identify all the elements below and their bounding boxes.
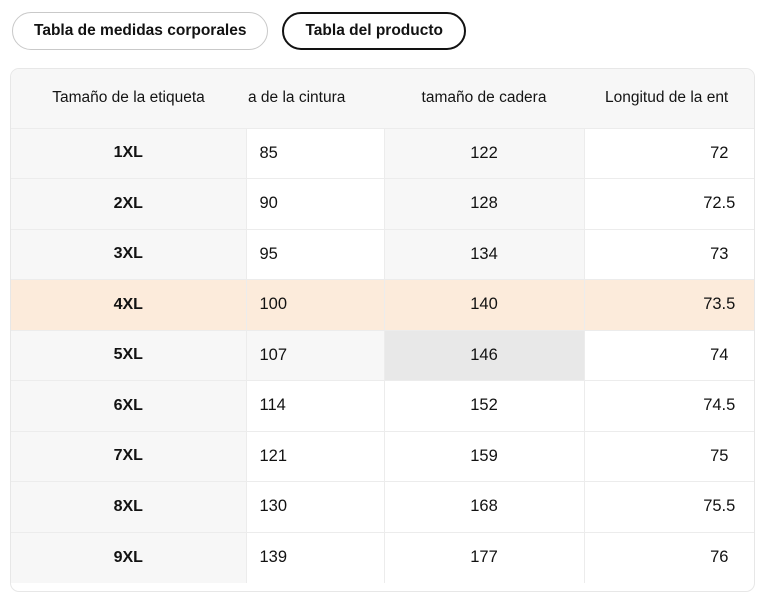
hip-cell: 168 — [384, 481, 585, 533]
size-label-cell: 7XL — [11, 431, 247, 482]
waist-cell: 114 — [246, 380, 385, 432]
header-hip-size: tamaño de cadera — [384, 69, 584, 129]
waist-cell: 85 — [246, 128, 385, 179]
hip-cell-matched: 146 — [384, 330, 585, 381]
hip-cell: 152 — [384, 380, 585, 432]
header-inseam-length: Longitud de la ent — [584, 69, 754, 129]
hip-cell: 122 — [384, 128, 585, 179]
waist-cell: 107 — [246, 330, 385, 381]
header-waist-size: a de la cintura — [246, 69, 384, 129]
inseam-cell: 72.5 — [584, 178, 754, 230]
size-label-cell: 5XL — [11, 330, 247, 381]
inseam-cell: 76 — [584, 532, 754, 583]
inseam-cell: 72 — [584, 128, 754, 179]
waist-cell: 100 — [246, 279, 385, 331]
table-row: 6XL 114 152 74.5 — [11, 380, 754, 432]
table-row: 7XL 121 159 75 — [11, 431, 754, 482]
table-row: 9XL 139 177 76 — [11, 532, 754, 583]
inseam-cell: 75 — [584, 431, 754, 482]
size-chart-tabs: Tabla de medidas corporales Tabla del pr… — [0, 0, 774, 50]
size-label-cell: 6XL — [11, 380, 247, 432]
size-table-card[interactable]: Tamaño de la etiqueta a de la cintura ta… — [10, 68, 755, 592]
inseam-cell: 74 — [584, 330, 754, 381]
table-row: 2XL 90 128 72.5 — [11, 178, 754, 230]
size-label-cell: 1XL — [11, 128, 247, 179]
waist-cell: 130 — [246, 481, 385, 533]
hip-cell: 128 — [384, 178, 585, 230]
size-label-cell: 8XL — [11, 481, 247, 533]
size-label-cell: 3XL — [11, 229, 247, 280]
tab-product-table[interactable]: Tabla del producto — [282, 12, 466, 50]
inseam-cell: 73 — [584, 229, 754, 280]
waist-cell: 90 — [246, 178, 385, 230]
inseam-cell: 73.5 — [584, 279, 754, 331]
inseam-cell: 75.5 — [584, 481, 754, 533]
table-row: 3XL 95 134 73 — [11, 229, 754, 280]
size-label-cell: 9XL — [11, 532, 247, 583]
inseam-cell: 74.5 — [584, 380, 754, 432]
table-row-recommended: 4XL 100 140 73.5 — [11, 279, 754, 331]
waist-cell: 139 — [246, 532, 385, 583]
product-size-table: Tamaño de la etiqueta a de la cintura ta… — [11, 69, 754, 583]
header-label-size: Tamaño de la etiqueta — [11, 69, 246, 129]
hip-cell: 177 — [384, 532, 585, 583]
table-row: 1XL 85 122 72 — [11, 128, 754, 179]
waist-cell: 95 — [246, 229, 385, 280]
header-row: Tamaño de la etiqueta a de la cintura ta… — [11, 69, 754, 129]
tab-body-measurements[interactable]: Tabla de medidas corporales — [12, 12, 269, 50]
size-label-cell: 4XL — [11, 279, 247, 331]
size-label-cell: 2XL — [11, 178, 247, 230]
hip-cell: 140 — [384, 279, 585, 331]
hip-cell: 159 — [384, 431, 585, 482]
table-row: 8XL 130 168 75.5 — [11, 481, 754, 533]
table-row: 5XL 107 146 74 — [11, 330, 754, 381]
hip-cell: 134 — [384, 229, 585, 280]
waist-cell: 121 — [246, 431, 385, 482]
